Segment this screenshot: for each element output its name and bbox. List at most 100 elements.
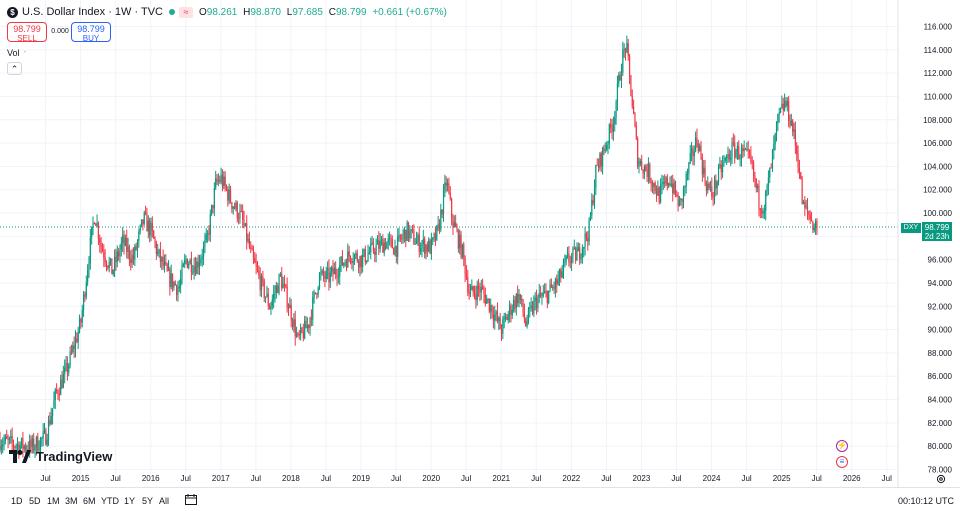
candle-body — [386, 242, 388, 249]
candle-body — [533, 301, 535, 314]
tradingview-logo[interactable]: TradingView — [9, 449, 112, 464]
candle-body — [459, 234, 461, 249]
candle-body — [763, 211, 765, 214]
candle-body — [360, 256, 362, 268]
candle-body — [16, 443, 19, 447]
candle-body — [712, 196, 714, 198]
candle-body — [93, 223, 95, 225]
candle-body — [153, 230, 155, 239]
candle-body — [407, 222, 410, 238]
range-6m[interactable]: 6M — [83, 496, 96, 506]
range-1d[interactable]: 1D — [11, 496, 23, 506]
candle-body — [304, 320, 306, 339]
candle-body — [614, 117, 616, 124]
range-3m[interactable]: 3M — [65, 496, 78, 506]
candle-body — [224, 176, 226, 186]
candle-body — [184, 259, 186, 265]
candle-body — [757, 185, 759, 189]
alert-icon[interactable]: ≈ — [179, 6, 193, 18]
candle-body — [409, 230, 411, 238]
candle-body — [355, 253, 357, 255]
candle-body — [414, 243, 416, 245]
candle-body — [101, 246, 104, 252]
candle-body — [591, 200, 593, 216]
symbol-title[interactable]: U.S. Dollar Index · 1W · TVC — [22, 6, 163, 18]
candle-body — [550, 284, 552, 288]
candle-body — [624, 48, 627, 52]
candle-body — [486, 299, 488, 304]
us-flag-event-icon[interactable]: ≡ — [836, 456, 848, 468]
candle-body — [440, 209, 442, 230]
candle-body — [325, 270, 327, 279]
candle-body — [347, 251, 349, 268]
candle-body — [650, 181, 652, 184]
range-1m[interactable]: 1M — [47, 496, 60, 506]
candle-body — [200, 258, 202, 263]
candle-body — [568, 253, 570, 262]
candle-body — [371, 242, 373, 244]
x-tick-label: 2015 — [72, 474, 90, 483]
x-tick-label: Jul — [601, 474, 611, 483]
candle-body — [569, 261, 571, 263]
range-5y[interactable]: 5Y — [142, 496, 154, 506]
candle-body — [696, 137, 698, 145]
candle-body — [595, 165, 597, 188]
buy-button[interactable]: 98.799 BUY — [71, 22, 111, 43]
candle-body — [243, 219, 245, 226]
settings-icon[interactable] — [936, 474, 946, 484]
candle-body — [263, 280, 265, 298]
candle-body — [279, 274, 282, 275]
candle-body — [642, 169, 644, 174]
candle-body — [375, 244, 377, 255]
candle-body — [274, 292, 276, 294]
candle-body — [751, 161, 753, 163]
range-1y[interactable]: 1Y — [124, 496, 136, 506]
y-tick-label: 108.000 — [923, 116, 952, 125]
range-all[interactable]: All — [159, 496, 170, 506]
candle-body — [390, 237, 392, 239]
volume-legend[interactable]: Vol ᐧ — [7, 47, 26, 58]
candle-body — [314, 292, 317, 294]
candle-body — [238, 218, 240, 220]
candle-body — [557, 278, 559, 285]
candle-body — [526, 322, 528, 326]
candle-body — [166, 264, 168, 271]
candle-body — [688, 162, 690, 174]
candle-body — [506, 316, 508, 320]
range-5d[interactable]: 5D — [29, 496, 41, 506]
utc-clock[interactable]: 00:10:12 UTC — [897, 496, 954, 506]
candle-body — [147, 220, 149, 232]
calendar-icon[interactable] — [185, 494, 197, 505]
visibility-off-icon[interactable]: ᐧ — [23, 47, 26, 57]
candle-body — [800, 172, 802, 179]
candle-body — [45, 430, 47, 445]
buy-price: 98.799 — [77, 24, 105, 34]
y-tick-label: 88.000 — [928, 349, 953, 358]
range-ytd[interactable]: YTD — [101, 496, 119, 506]
candle-body — [244, 223, 246, 226]
candle-body — [340, 256, 342, 265]
lightning-event-icon[interactable]: ⚡ — [836, 440, 848, 452]
candle-body — [89, 237, 91, 264]
candle-body — [720, 164, 722, 173]
candle-body — [480, 286, 482, 293]
candle-body — [309, 317, 311, 328]
candle-body — [504, 316, 507, 318]
candle-body — [389, 237, 391, 239]
candle-body — [367, 253, 369, 261]
candle-body — [57, 391, 59, 395]
candle-body — [413, 230, 415, 245]
y-tick-label: 92.000 — [928, 302, 953, 311]
candle-body — [3, 440, 5, 445]
sell-button[interactable]: 98.799 SELL — [7, 22, 47, 43]
candle-body — [170, 273, 172, 287]
candle-body — [379, 240, 381, 249]
y-tick-label: 116.000 — [924, 23, 953, 32]
candle-body — [277, 285, 279, 293]
candle-body — [190, 259, 193, 273]
candle-layer — [0, 35, 818, 459]
collapse-legend-button[interactable]: ⌃ — [7, 62, 22, 75]
candle-body — [767, 177, 770, 186]
candle-body — [420, 248, 422, 252]
